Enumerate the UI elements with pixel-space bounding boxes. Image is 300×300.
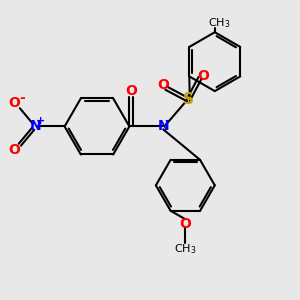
- Text: CH$_3$: CH$_3$: [208, 16, 230, 30]
- Text: O: O: [125, 84, 137, 98]
- Text: O: O: [197, 69, 209, 83]
- Text: O: O: [9, 96, 20, 110]
- Text: +: +: [36, 116, 45, 126]
- Text: O: O: [9, 143, 20, 157]
- Text: -: -: [19, 91, 25, 105]
- Text: CH$_3$: CH$_3$: [174, 242, 197, 256]
- Text: N: N: [29, 119, 41, 134]
- Text: O: O: [179, 217, 191, 231]
- Text: S: S: [183, 92, 194, 107]
- Text: N: N: [158, 119, 169, 134]
- Text: O: O: [157, 78, 169, 92]
